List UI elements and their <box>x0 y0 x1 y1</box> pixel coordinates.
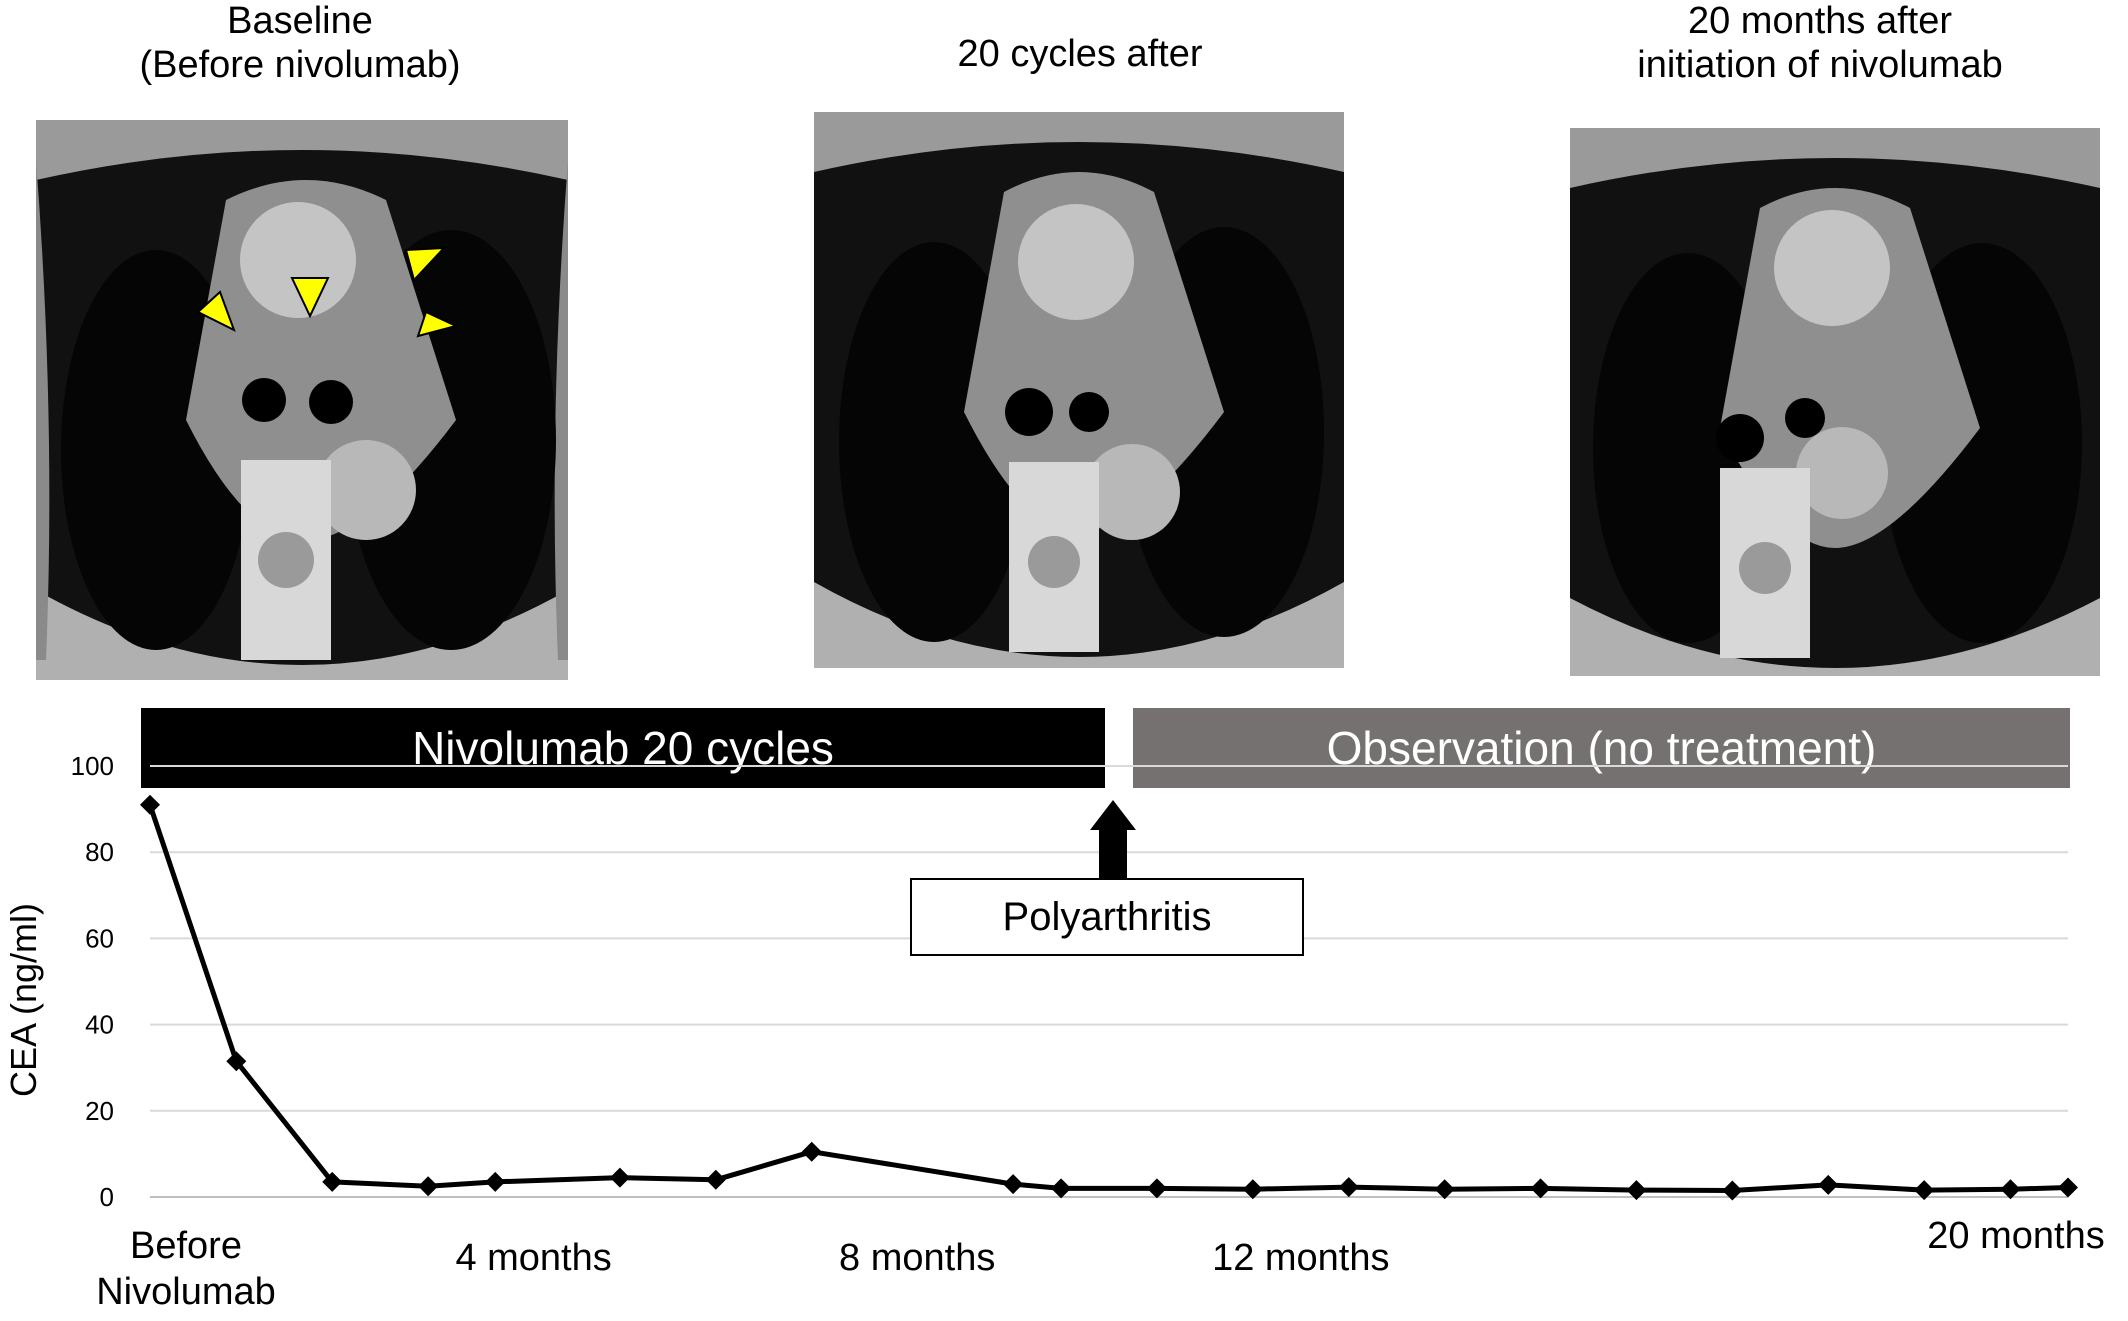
caption-20-months: 20 months after initiation of nivolumab <box>1540 0 2100 87</box>
data-point <box>1722 1180 1743 1201</box>
data-point <box>1003 1174 1024 1195</box>
caption-line: initiation of nivolumab <box>1637 43 2003 86</box>
ct-scan-20-months <box>1570 128 2100 676</box>
x-tick-label-line: 20 months <box>1927 1215 2104 1257</box>
caption-baseline: Baseline (Before nivolumab) <box>20 0 580 87</box>
event-label: Polyarthritis <box>1002 894 1212 939</box>
arrow-shaft <box>1099 828 1127 880</box>
data-point <box>609 1167 630 1188</box>
data-point <box>322 1171 343 1192</box>
ct-image <box>36 120 568 680</box>
event-arrow <box>1090 800 1136 880</box>
data-point <box>1338 1177 1359 1198</box>
data-point <box>418 1176 439 1197</box>
data-point <box>801 1141 822 1162</box>
x-tick-label: 4 months <box>455 1237 611 1279</box>
x-tick-label: 20 months <box>1927 1215 2104 1257</box>
ct-scan-baseline <box>36 120 568 680</box>
data-point <box>140 794 160 815</box>
data-point <box>2000 1179 2021 1200</box>
x-tick-label-line: 4 months <box>455 1237 611 1279</box>
data-point <box>1146 1178 1167 1199</box>
data-point <box>1530 1178 1551 1199</box>
y-axis-title: CEA (ng/ml) <box>3 903 44 1097</box>
x-tick-label-line: 12 months <box>1212 1237 1389 1279</box>
y-tick-label: 80 <box>85 837 114 867</box>
x-tick-label: 12 months <box>1212 1237 1389 1279</box>
x-tick-label: 8 months <box>839 1237 995 1279</box>
ct-image <box>1570 128 2100 676</box>
data-point <box>1818 1174 1839 1195</box>
arrowhead-icon <box>196 290 236 333</box>
caption-line: 20 months after <box>1687 0 1953 42</box>
x-tick-label: Before Nivolumab <box>96 1225 276 1313</box>
caption-line: Baseline <box>227 0 373 42</box>
data-point <box>1914 1180 1935 1201</box>
x-tick-labels: Before Nivolumab 4 months 8 months 12 months… <box>96 1215 2104 1313</box>
data-point <box>1434 1179 1455 1200</box>
data-point <box>1242 1179 1263 1200</box>
y-tick-label: 100 <box>71 751 114 781</box>
arrowhead-icon <box>404 246 447 282</box>
x-tick-label-line: 8 months <box>839 1237 995 1279</box>
x-tick-label-line: Before <box>130 1225 242 1267</box>
treatment-bar: Nivolumab 20 cycles <box>141 708 1105 788</box>
arrowhead-icon <box>290 277 330 319</box>
polyarthritis-box: Polyarthritis <box>910 878 1304 956</box>
y-tick-label: 0 <box>100 1182 114 1212</box>
data-point <box>485 1171 506 1192</box>
caption-line: 20 cycles after <box>957 33 1203 75</box>
data-point <box>226 1051 247 1072</box>
data-point <box>1626 1180 1647 1201</box>
data-point <box>705 1169 726 1190</box>
arrowhead-icon <box>416 310 459 338</box>
y-tick-label: 40 <box>85 1010 114 1040</box>
ct-scan-20-cycles <box>814 112 1344 668</box>
x-tick-label-line: Nivolumab <box>96 1271 276 1313</box>
caption-20-cycles: 20 cycles after <box>800 33 1360 77</box>
ct-image <box>814 112 1344 668</box>
y-tick-label: 20 <box>85 1096 114 1126</box>
arrow-up-icon <box>1090 800 1136 830</box>
data-points <box>140 794 2078 1201</box>
y-tick-labels: 0 20 40 60 80 100 <box>71 751 114 1212</box>
yellow-arrowheads <box>196 246 459 338</box>
data-point <box>2058 1177 2078 1198</box>
data-point <box>1051 1178 1072 1199</box>
caption-line: (Before nivolumab) <box>139 43 461 86</box>
y-tick-label: 60 <box>85 923 114 953</box>
